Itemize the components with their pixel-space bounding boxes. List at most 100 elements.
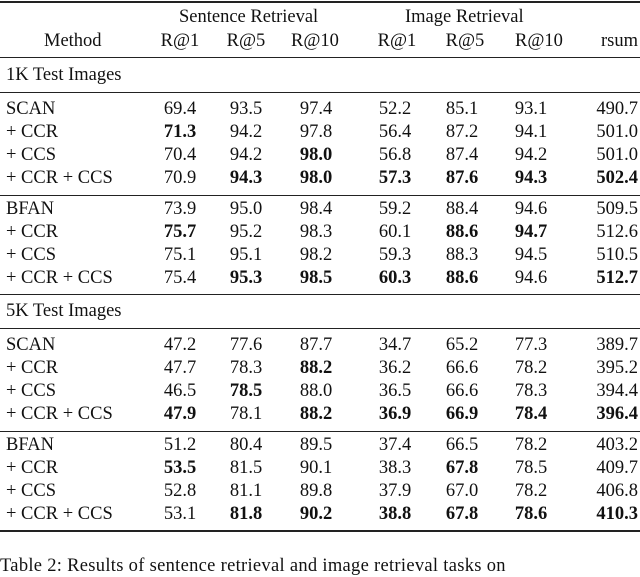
value-cell: 93.1 xyxy=(514,99,548,119)
value-cell: 85.1 xyxy=(445,99,479,119)
method-cell: + CCS xyxy=(6,245,57,265)
value-cell: 78.1 xyxy=(229,404,263,424)
value-cell: 93.5 xyxy=(229,99,263,119)
value-cell: 66.6 xyxy=(445,358,479,378)
table-row: + CCR + CCS 47.9 78.1 88.2 36.9 66.9 78.4 396.4 xyxy=(0,405,640,428)
value-cell: 95.3 xyxy=(229,268,263,288)
section-title: 5K Test Images xyxy=(6,301,122,321)
value-cell: 67.8 xyxy=(445,458,479,478)
rsum-cell: 501.0 xyxy=(596,145,638,165)
value-cell: 78.2 xyxy=(514,358,548,378)
section-end-rule xyxy=(0,294,640,296)
group-header-image-retrieval: Image Retrieval xyxy=(405,7,524,27)
value-cell: 47.9 xyxy=(163,404,197,424)
value-cell: 78.3 xyxy=(514,381,548,401)
rsum-cell: 409.7 xyxy=(596,458,638,478)
section-title: 1K Test Images xyxy=(6,65,122,85)
column-header-ir-r10: R@10 xyxy=(515,31,563,51)
method-cell: + CCR xyxy=(6,358,59,378)
bottom-rule xyxy=(0,530,640,532)
column-header-sr-r1: R@1 xyxy=(160,31,200,51)
value-cell: 36.9 xyxy=(378,404,412,424)
value-cell: 94.2 xyxy=(514,145,548,165)
top-rule xyxy=(0,1,640,3)
value-cell: 98.0 xyxy=(299,145,333,165)
rsum-cell: 502.4 xyxy=(596,168,638,188)
value-cell: 81.8 xyxy=(229,504,263,524)
value-cell: 94.3 xyxy=(514,168,548,188)
value-cell: 78.2 xyxy=(514,481,548,501)
table-row: + CCS 75.1 95.1 98.2 59.3 88.3 94.5 510.5 xyxy=(0,246,640,269)
rsum-cell: 403.2 xyxy=(596,435,638,455)
table-caption: Table 2: Results of sentence retrieval a… xyxy=(0,556,506,576)
value-cell: 60.1 xyxy=(378,222,412,242)
value-cell: 75.7 xyxy=(163,222,197,242)
value-cell: 89.5 xyxy=(299,435,333,455)
value-cell: 52.8 xyxy=(163,481,197,501)
column-header-sr-r5: R@5 xyxy=(226,31,266,51)
table-row: BFAN 73.9 95.0 98.4 59.2 88.4 94.6 509.5 xyxy=(0,200,640,223)
value-cell: 88.3 xyxy=(445,245,479,265)
method-cell: SCAN xyxy=(6,335,56,355)
block-rule xyxy=(0,195,640,197)
method-cell: BFAN xyxy=(6,435,54,455)
method-cell: + CCR xyxy=(6,222,59,242)
section-rule xyxy=(0,92,640,94)
method-cell: + CCR xyxy=(6,458,59,478)
value-cell: 77.6 xyxy=(229,335,263,355)
value-cell: 94.6 xyxy=(514,199,548,219)
value-cell: 88.4 xyxy=(445,199,479,219)
value-cell: 75.1 xyxy=(163,245,197,265)
section-rule xyxy=(0,328,640,330)
value-cell: 94.2 xyxy=(229,122,263,142)
value-cell: 98.2 xyxy=(299,245,333,265)
value-cell: 89.8 xyxy=(299,481,333,501)
rsum-cell: 512.6 xyxy=(596,222,638,242)
value-cell: 98.4 xyxy=(299,199,333,219)
value-cell: 65.2 xyxy=(445,335,479,355)
method-cell: + CCS xyxy=(6,381,57,401)
value-cell: 94.3 xyxy=(229,168,263,188)
value-cell: 36.2 xyxy=(378,358,412,378)
value-cell: 95.2 xyxy=(229,222,263,242)
value-cell: 70.4 xyxy=(163,145,197,165)
rsum-cell: 410.3 xyxy=(596,504,638,524)
value-cell: 78.4 xyxy=(514,404,548,424)
value-cell: 51.2 xyxy=(163,435,197,455)
value-cell: 81.1 xyxy=(229,481,263,501)
rsum-cell: 501.0 xyxy=(596,122,638,142)
value-cell: 81.5 xyxy=(229,458,263,478)
value-cell: 46.5 xyxy=(163,381,197,401)
table-row: + CCR 53.5 81.5 90.1 38.3 67.8 78.5 409.7 xyxy=(0,459,640,482)
value-cell: 88.2 xyxy=(299,404,333,424)
value-cell: 97.4 xyxy=(299,99,333,119)
value-cell: 78.5 xyxy=(514,458,548,478)
value-cell: 95.1 xyxy=(229,245,263,265)
value-cell: 77.3 xyxy=(514,335,548,355)
column-header-rsum: rsum xyxy=(601,31,638,51)
rsum-cell: 394.4 xyxy=(596,381,638,401)
value-cell: 78.5 xyxy=(229,381,263,401)
value-cell: 71.3 xyxy=(163,122,197,142)
value-cell: 78.6 xyxy=(514,504,548,524)
value-cell: 95.0 xyxy=(229,199,263,219)
value-cell: 52.2 xyxy=(378,99,412,119)
value-cell: 66.6 xyxy=(445,381,479,401)
rsum-cell: 509.5 xyxy=(596,199,638,219)
table-row: + CCS 70.4 94.2 98.0 56.8 87.4 94.2 501.0 xyxy=(0,146,640,169)
value-cell: 94.6 xyxy=(514,268,548,288)
table-row: SCAN 69.4 93.5 97.4 52.2 85.1 93.1 490.7 xyxy=(0,100,640,123)
value-cell: 78.2 xyxy=(514,435,548,455)
method-cell: + CCR + CCS xyxy=(6,268,113,288)
value-cell: 37.4 xyxy=(378,435,412,455)
value-cell: 67.8 xyxy=(445,504,479,524)
value-cell: 56.8 xyxy=(378,145,412,165)
value-cell: 38.3 xyxy=(378,458,412,478)
value-cell: 59.2 xyxy=(378,199,412,219)
value-cell: 98.0 xyxy=(299,168,333,188)
table-row: + CCR 47.7 78.3 88.2 36.2 66.6 78.2 395.2 xyxy=(0,359,640,382)
method-cell: + CCS xyxy=(6,481,57,501)
value-cell: 88.0 xyxy=(299,381,333,401)
column-header-ir-r1: R@1 xyxy=(377,31,417,51)
group-header-sentence-retrieval: Sentence Retrieval xyxy=(179,7,319,27)
